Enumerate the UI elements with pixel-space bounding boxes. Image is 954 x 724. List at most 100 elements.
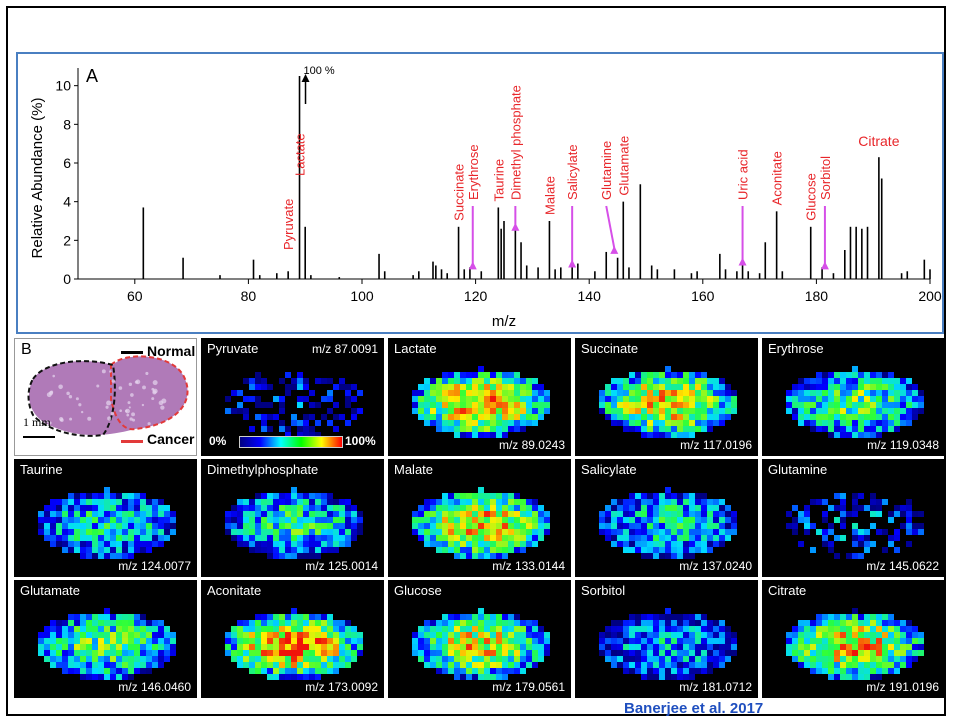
ion-pixel xyxy=(140,626,146,632)
ion-pixel xyxy=(659,529,665,535)
ion-pixel xyxy=(641,620,647,626)
ion-pixel xyxy=(701,517,707,523)
ion-pixel xyxy=(526,662,532,668)
ion-pixel xyxy=(472,414,478,420)
ion-pixel xyxy=(912,402,918,408)
ion-pixel xyxy=(98,668,104,674)
ion-pixel xyxy=(900,644,906,650)
ion-pixel xyxy=(110,644,116,650)
ion-pixel xyxy=(864,378,870,384)
ion-pixel xyxy=(683,414,689,420)
ion-pixel xyxy=(472,432,478,438)
ion-pixel xyxy=(261,420,267,426)
ion-pixel xyxy=(653,378,659,384)
ion-pixel xyxy=(56,644,62,650)
ion-pixel xyxy=(231,511,237,517)
ion-pixel xyxy=(695,511,701,517)
ion-pixel xyxy=(532,505,538,511)
ion-pixel xyxy=(472,614,478,620)
ion-pixel xyxy=(852,674,858,680)
ion-pixel xyxy=(484,535,490,541)
ion-pixel xyxy=(140,547,146,553)
histology-image: B Normal Cancer 1 mm xyxy=(14,338,197,456)
ion-pixel xyxy=(635,529,641,535)
ion-pixel xyxy=(291,553,297,559)
ion-pixel xyxy=(659,626,665,632)
ion-pixel xyxy=(146,517,152,523)
ion-pixel xyxy=(490,523,496,529)
ion-pixel xyxy=(870,390,876,396)
ion-pixel xyxy=(641,384,647,390)
ion-pixel xyxy=(110,662,116,668)
ion-pixel xyxy=(454,408,460,414)
ion-pixel xyxy=(430,384,436,390)
ion-pixel xyxy=(122,620,128,626)
ion-pixel xyxy=(273,662,279,668)
ion-pixel xyxy=(677,511,683,517)
ion-pixel xyxy=(418,626,424,632)
ion-pixel xyxy=(683,535,689,541)
ion-pixel xyxy=(436,644,442,650)
ion-pixel xyxy=(339,638,345,644)
ion-pixel xyxy=(62,529,68,535)
ion-pixel xyxy=(810,638,816,644)
ion-pixel xyxy=(478,402,484,408)
ion-pixel xyxy=(279,529,285,535)
ion-pixel xyxy=(599,396,605,402)
ion-pixel xyxy=(623,668,629,674)
ion-pixel xyxy=(719,408,725,414)
ion-pixel xyxy=(502,523,508,529)
ion-pixel xyxy=(56,523,62,529)
ion-pixel xyxy=(424,511,430,517)
ion-pixel xyxy=(906,505,912,511)
ion-pixel xyxy=(448,517,454,523)
ion-pixel xyxy=(864,632,870,638)
ion-pixel xyxy=(677,493,683,499)
ion-pixel xyxy=(231,535,237,541)
ion-pixel xyxy=(80,668,86,674)
ion-pixel xyxy=(448,414,454,420)
ion-pixel xyxy=(683,517,689,523)
ion-pixel xyxy=(74,620,80,626)
ion-pixel xyxy=(695,638,701,644)
ion-pixel xyxy=(906,529,912,535)
ion-pixel xyxy=(62,535,68,541)
ion-pixel xyxy=(635,626,641,632)
ion-pixel xyxy=(339,378,345,384)
ion-pixel xyxy=(484,505,490,511)
ion-pixel xyxy=(430,420,436,426)
x-tick-label: 100 xyxy=(350,288,374,304)
ion-pixel xyxy=(267,620,273,626)
ion-pixel xyxy=(508,541,514,547)
ion-pixel xyxy=(345,505,351,511)
ion-pixel xyxy=(472,384,478,390)
ion-pixel xyxy=(448,638,454,644)
ion-pixel xyxy=(98,553,104,559)
ion-pixel xyxy=(231,523,237,529)
ion-pixel xyxy=(894,378,900,384)
ion-pixel xyxy=(671,644,677,650)
ion-pixel xyxy=(68,523,74,529)
ion-pixel xyxy=(665,638,671,644)
ion-pixel xyxy=(629,384,635,390)
ion-pixel xyxy=(840,662,846,668)
ion-pixel xyxy=(261,547,267,553)
ion-pixel xyxy=(641,372,647,378)
ion-pixel xyxy=(86,511,92,517)
ion-pixel xyxy=(490,650,496,656)
ion-pixel xyxy=(466,378,472,384)
ion-pixel xyxy=(140,493,146,499)
ion-pixel xyxy=(478,384,484,390)
ion-pixel xyxy=(822,656,828,662)
ion-image-citrate: Citrate m/z 191.0196 xyxy=(762,580,945,698)
ion-pixel xyxy=(351,632,357,638)
ion-pixel xyxy=(472,511,478,517)
ion-pixel xyxy=(496,644,502,650)
ion-pixel xyxy=(484,638,490,644)
ion-pixel xyxy=(689,420,695,426)
ion-pixel xyxy=(134,638,140,644)
ion-pixel xyxy=(255,541,261,547)
ion-pixel xyxy=(725,535,731,541)
ion-pixel xyxy=(912,529,918,535)
ion-pixel xyxy=(665,414,671,420)
